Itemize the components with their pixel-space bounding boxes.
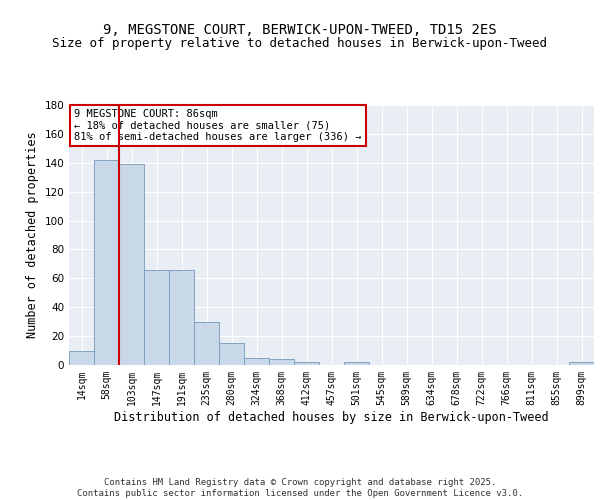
Bar [94,160,119,365]
X-axis label: Distribution of detached houses by size in Berwick-upon-Tweed: Distribution of detached houses by size … [114,410,549,424]
Bar [119,164,144,365]
Text: 9 MEGSTONE COURT: 86sqm
← 18% of detached houses are smaller (75)
81% of semi-de: 9 MEGSTONE COURT: 86sqm ← 18% of detache… [74,109,362,142]
Y-axis label: Number of detached properties: Number of detached properties [26,132,39,338]
Bar [244,358,269,365]
Text: Size of property relative to detached houses in Berwick-upon-Tweed: Size of property relative to detached ho… [53,38,548,51]
Bar [269,359,294,365]
Bar [219,344,244,365]
Bar [144,270,169,365]
Bar [294,362,319,365]
Text: Contains HM Land Registry data © Crown copyright and database right 2025.
Contai: Contains HM Land Registry data © Crown c… [77,478,523,498]
Bar [569,362,594,365]
Bar [169,270,194,365]
Text: 9, MEGSTONE COURT, BERWICK-UPON-TWEED, TD15 2ES: 9, MEGSTONE COURT, BERWICK-UPON-TWEED, T… [103,22,497,36]
Bar [69,350,94,365]
Bar [344,362,369,365]
Bar [194,322,219,365]
